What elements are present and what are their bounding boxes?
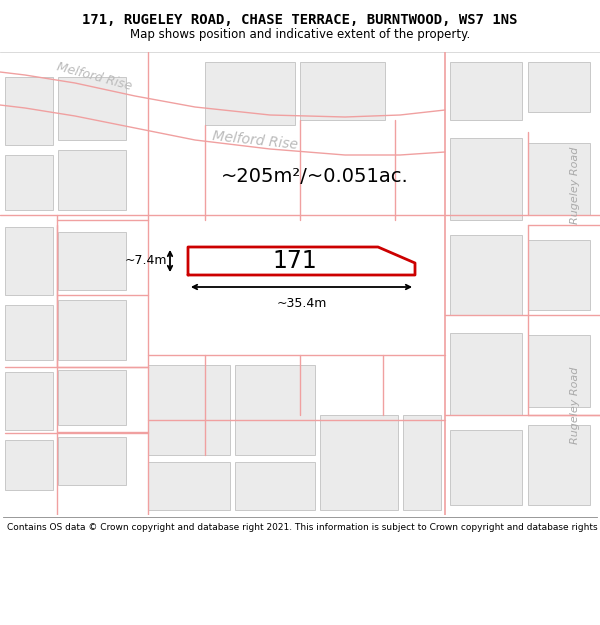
Bar	[148, 365, 230, 455]
Bar	[5, 305, 53, 360]
Bar	[450, 62, 522, 120]
Text: Rugeley Road: Rugeley Road	[570, 366, 580, 444]
Text: Map shows position and indicative extent of the property.: Map shows position and indicative extent…	[130, 28, 470, 41]
Bar	[5, 155, 53, 210]
Bar	[205, 62, 295, 125]
Bar	[5, 440, 53, 490]
Bar	[148, 462, 230, 510]
Bar	[58, 300, 126, 360]
Bar	[528, 240, 590, 310]
Text: Melford Rise: Melford Rise	[55, 61, 133, 93]
Bar	[58, 77, 126, 140]
Bar	[5, 77, 53, 145]
Bar	[235, 462, 315, 510]
Bar	[58, 437, 126, 485]
Bar	[58, 370, 126, 425]
Bar	[528, 425, 590, 505]
Bar	[403, 415, 441, 510]
Bar	[320, 415, 398, 510]
Bar	[528, 62, 590, 112]
Bar	[235, 365, 315, 455]
Bar	[58, 150, 126, 210]
Bar	[58, 232, 126, 290]
Text: Melford Rise: Melford Rise	[212, 129, 298, 152]
Bar	[528, 143, 590, 215]
Text: ~205m²/~0.051ac.: ~205m²/~0.051ac.	[221, 168, 409, 186]
Text: ~7.4m: ~7.4m	[125, 254, 167, 268]
Text: Contains OS data © Crown copyright and database right 2021. This information is : Contains OS data © Crown copyright and d…	[7, 522, 600, 532]
Bar	[450, 333, 522, 415]
Bar	[5, 372, 53, 430]
Text: 171, RUGELEY ROAD, CHASE TERRACE, BURNTWOOD, WS7 1NS: 171, RUGELEY ROAD, CHASE TERRACE, BURNTW…	[82, 13, 518, 27]
Text: ~35.4m: ~35.4m	[277, 297, 326, 310]
Bar	[5, 227, 53, 295]
Text: Rugeley Road: Rugeley Road	[570, 146, 580, 224]
Bar	[450, 430, 522, 505]
Text: 171: 171	[272, 249, 317, 273]
Bar	[450, 235, 522, 315]
Bar	[450, 138, 522, 220]
Bar	[528, 335, 590, 407]
Bar	[300, 62, 385, 120]
